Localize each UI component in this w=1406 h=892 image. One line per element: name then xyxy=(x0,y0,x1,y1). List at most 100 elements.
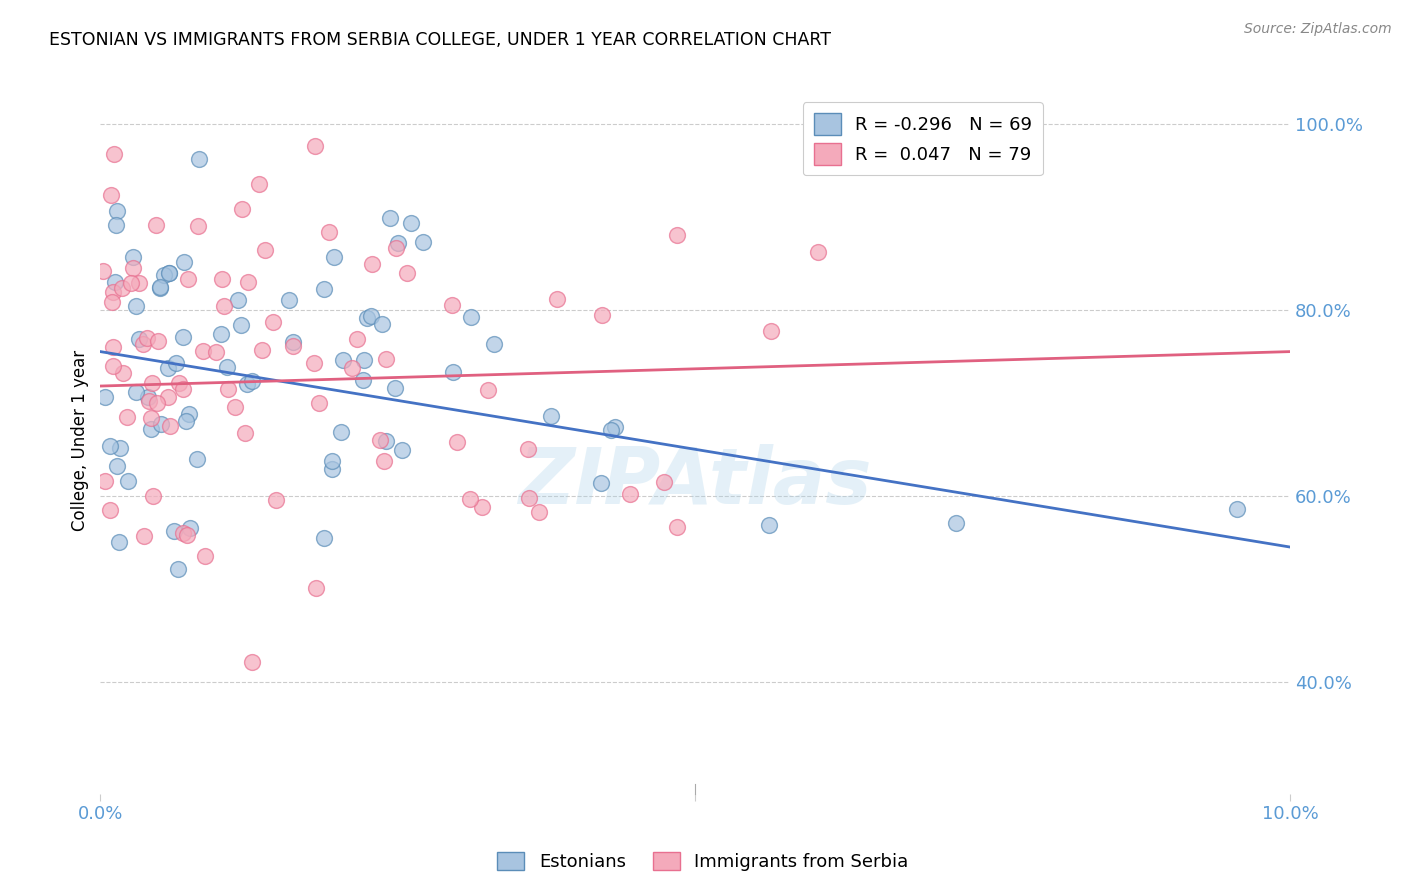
Point xyxy=(318,225,340,239)
Point xyxy=(226,293,249,308)
Point xyxy=(132,337,155,351)
Point xyxy=(460,491,482,506)
Point xyxy=(177,272,200,286)
Point xyxy=(211,272,233,286)
Point xyxy=(233,426,256,441)
Point xyxy=(412,235,434,250)
Point xyxy=(94,474,117,488)
Legend: Estonians, Immigrants from Serbia: Estonians, Immigrants from Serbia xyxy=(491,845,915,879)
Point xyxy=(395,266,418,280)
Point xyxy=(308,395,330,409)
Point xyxy=(446,434,468,449)
Point xyxy=(188,152,211,166)
Point xyxy=(619,486,641,500)
Point xyxy=(264,493,287,508)
Point xyxy=(945,516,967,530)
Point xyxy=(283,335,305,350)
Point xyxy=(224,400,246,414)
Point xyxy=(385,241,408,255)
Point xyxy=(120,277,142,291)
Point xyxy=(136,390,159,404)
Point xyxy=(262,315,284,329)
Point xyxy=(149,280,172,294)
Point xyxy=(471,500,494,515)
Text: ESTONIAN VS IMMIGRANTS FROM SERBIA COLLEGE, UNDER 1 YEAR CORRELATION CHART: ESTONIAN VS IMMIGRANTS FROM SERBIA COLLE… xyxy=(49,31,831,49)
Point xyxy=(166,562,188,576)
Point xyxy=(807,244,830,259)
Point xyxy=(229,318,252,333)
Point xyxy=(212,300,235,314)
Point xyxy=(105,203,128,218)
Point xyxy=(477,383,499,397)
Point xyxy=(391,442,413,457)
Point xyxy=(529,505,551,519)
Point xyxy=(103,147,125,161)
Point xyxy=(652,475,675,490)
Point xyxy=(125,384,148,399)
Text: ZIPAtlas: ZIPAtlas xyxy=(519,444,872,520)
Point xyxy=(146,396,169,410)
Point xyxy=(139,411,162,425)
Point xyxy=(105,459,128,474)
Point xyxy=(387,236,409,251)
Point xyxy=(605,420,627,434)
Point xyxy=(1226,502,1249,516)
Point xyxy=(440,298,463,312)
Point xyxy=(153,268,176,283)
Point xyxy=(111,281,134,295)
Point xyxy=(145,219,167,233)
Point xyxy=(163,524,186,539)
Point xyxy=(460,310,482,324)
Point xyxy=(157,266,180,280)
Point xyxy=(125,300,148,314)
Point xyxy=(141,376,163,390)
Point xyxy=(240,375,263,389)
Point xyxy=(252,343,274,357)
Point xyxy=(156,390,179,404)
Point xyxy=(540,409,562,423)
Point xyxy=(142,489,165,503)
Text: Source: ZipAtlas.com: Source: ZipAtlas.com xyxy=(1244,22,1392,37)
Point xyxy=(240,655,263,669)
Point xyxy=(321,462,343,476)
Point xyxy=(172,382,194,396)
Point xyxy=(589,476,612,491)
Point xyxy=(209,327,232,342)
Point xyxy=(247,177,270,191)
Point xyxy=(115,409,138,424)
Y-axis label: College, Under 1 year: College, Under 1 year xyxy=(72,350,89,531)
Point xyxy=(94,390,117,404)
Point xyxy=(332,353,354,368)
Point xyxy=(516,442,538,456)
Point xyxy=(191,344,214,359)
Legend: R = -0.296   N = 69, R =  0.047   N = 79: R = -0.296 N = 69, R = 0.047 N = 79 xyxy=(803,103,1043,176)
Point xyxy=(122,250,145,264)
Point xyxy=(665,228,688,243)
Point xyxy=(108,442,131,456)
Point xyxy=(305,581,328,595)
Point xyxy=(101,285,124,299)
Point xyxy=(758,517,780,532)
Point xyxy=(360,309,382,323)
Point xyxy=(401,216,423,230)
Point xyxy=(517,491,540,506)
Point xyxy=(368,434,391,448)
Point xyxy=(104,218,127,232)
Point xyxy=(238,275,260,289)
Point xyxy=(108,535,131,549)
Point xyxy=(304,138,326,153)
Point xyxy=(665,520,688,534)
Point xyxy=(177,408,200,422)
Point xyxy=(356,311,378,326)
Point xyxy=(100,187,122,202)
Point xyxy=(176,527,198,541)
Point xyxy=(217,360,239,375)
Point xyxy=(353,352,375,367)
Point xyxy=(112,366,135,380)
Point xyxy=(101,295,124,310)
Point xyxy=(156,360,179,375)
Point xyxy=(375,434,398,449)
Point xyxy=(380,211,402,225)
Point xyxy=(205,345,228,359)
Point xyxy=(231,202,253,216)
